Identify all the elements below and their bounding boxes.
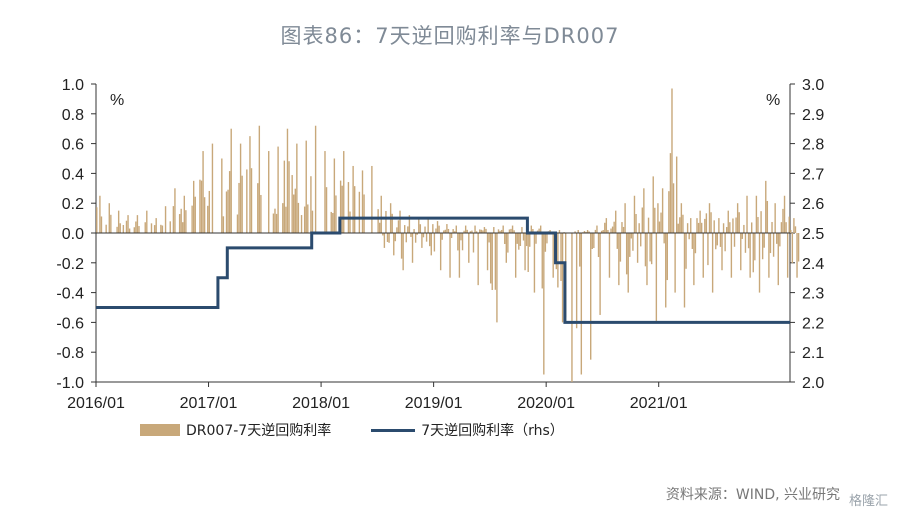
left-axis-unit: % bbox=[110, 92, 124, 109]
legend: DR007-7天逆回购利率 7天逆回购利率（rhs） bbox=[140, 420, 604, 440]
chart-title: 图表86：7天逆回购利率与DR007 bbox=[280, 24, 620, 48]
legend-swatch-bars bbox=[140, 424, 180, 436]
source-note: 资料来源：WIND, 兴业研究 bbox=[665, 487, 840, 503]
left-tick-label: 0.6 bbox=[62, 137, 84, 154]
legend-swatch-line bbox=[371, 428, 416, 432]
legend-item-spread: DR007-7天逆回购利率 bbox=[140, 420, 331, 440]
left-tick-label: -0.6 bbox=[56, 315, 84, 332]
left-tick-label: -0.4 bbox=[56, 286, 84, 303]
watermark: 格隆汇 bbox=[848, 494, 888, 509]
right-tick-label: 2.3 bbox=[802, 286, 824, 303]
left-tick-label: -1.0 bbox=[56, 375, 84, 392]
right-tick-label: 2.6 bbox=[802, 196, 824, 213]
legend-item-rate: 7天逆回购利率（rhs） bbox=[371, 420, 564, 440]
x-tick-label: 2018/01 bbox=[292, 395, 350, 412]
right-tick-label: 2.0 bbox=[802, 375, 824, 392]
right-axis-unit: % bbox=[766, 92, 780, 109]
right-tick-label: 2.8 bbox=[802, 137, 824, 154]
right-tick-label: 2.5 bbox=[802, 226, 824, 243]
left-tick-label: 0.8 bbox=[62, 107, 84, 124]
left-tick-label: 0.4 bbox=[62, 166, 84, 183]
left-tick-label: 0.2 bbox=[62, 196, 84, 213]
reverse-repo-line bbox=[96, 216, 790, 324]
right-tick-label: 3.0 bbox=[802, 77, 824, 94]
x-tick-label: 2016/01 bbox=[67, 395, 125, 412]
x-tick-label: 2020/01 bbox=[517, 395, 575, 412]
left-tick-label: 0.0 bbox=[62, 226, 84, 243]
legend-label-rate: 7天逆回购利率（rhs） bbox=[421, 423, 564, 439]
left-tick-label: -0.8 bbox=[56, 345, 84, 362]
right-tick-label: 2.4 bbox=[802, 256, 824, 273]
legend-label-spread: DR007-7天逆回购利率 bbox=[186, 423, 332, 439]
left-tick-label: 1.0 bbox=[62, 77, 84, 94]
x-tick-label: 2019/01 bbox=[405, 395, 463, 412]
left-tick-label: -0.2 bbox=[56, 256, 84, 273]
right-tick-label: 2.9 bbox=[802, 107, 824, 124]
right-tick-label: 2.2 bbox=[802, 315, 824, 332]
x-tick-label: 2021/01 bbox=[630, 395, 688, 412]
right-tick-label: 2.7 bbox=[802, 166, 824, 183]
right-tick-label: 2.1 bbox=[802, 345, 824, 362]
x-tick-label: 2017/01 bbox=[180, 395, 238, 412]
